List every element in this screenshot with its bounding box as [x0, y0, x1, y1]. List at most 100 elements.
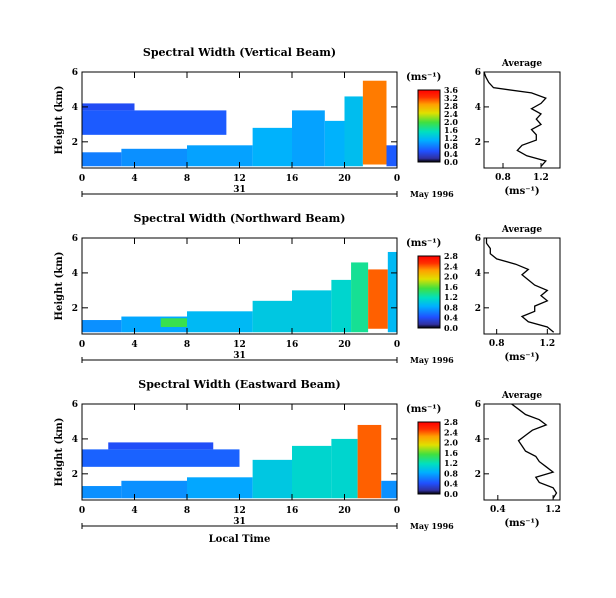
colorbar [417, 421, 441, 495]
x-tick-label: 0 [79, 174, 85, 184]
y-axis-label: Height (km) [54, 86, 65, 155]
panel-title: Spectral Width (Eastward Beam) [138, 378, 340, 391]
x-tick-label: 20 [338, 506, 351, 516]
y-tick-label: 2 [72, 470, 78, 480]
x-tick-label: 4 [131, 174, 137, 184]
colorbar-tick-label: 2.8 [444, 417, 458, 427]
y-tick-label: 4 [72, 435, 78, 445]
average-frame [483, 237, 561, 335]
average-frame [483, 71, 561, 169]
heatmap-cells [82, 424, 397, 499]
average-y-tick-label: 6 [475, 68, 481, 78]
colorbar-tick-label: 3.6 [444, 85, 458, 95]
x-tick-label: 0 [79, 340, 85, 350]
heatmap-cell [344, 96, 363, 167]
average-x-tick-label: 0.8 [495, 173, 511, 183]
average-profile-line [485, 238, 555, 333]
y-tick-label: 4 [72, 103, 78, 113]
heatmap-cell [187, 311, 253, 333]
average-x-tick-label: 1.2 [539, 339, 555, 349]
colorbar-tick-label: 0.0 [444, 323, 458, 333]
average-y-tick-label: 2 [475, 138, 481, 148]
average-profile-line [483, 71, 547, 167]
heatmap-cell [82, 486, 122, 499]
date-day: 31 [233, 517, 246, 527]
average-y-tick-label: 6 [475, 234, 481, 244]
colorbar-tick-label: 1.6 [444, 125, 458, 135]
heatmap-cells [82, 80, 397, 167]
heatmap-cell [252, 127, 292, 167]
date-label: May 1996 [410, 521, 454, 531]
y-tick-label: 2 [72, 304, 78, 314]
heatmap-cell [351, 262, 369, 333]
date-label: May 1996 [410, 189, 454, 199]
heatmap-cell [82, 103, 135, 111]
y-axis-label: Height (km) [54, 418, 65, 487]
average-y-tick-label: 2 [475, 470, 481, 480]
y-tick-label: 6 [72, 68, 78, 78]
colorbar-tick-label: 2.0 [444, 438, 458, 448]
colorbar-tick-label: 0.8 [444, 141, 458, 151]
heatmap-cell [362, 80, 387, 165]
colorbar-tick-label: 1.2 [444, 292, 458, 302]
colorbar-tick-label: 3.2 [444, 93, 458, 103]
colorbar-tick-label: 0.4 [444, 149, 458, 159]
colorbar-tick-label: 2.0 [444, 117, 458, 127]
panel-title: Spectral Width (Vertical Beam) [143, 46, 336, 59]
x-tick-label: 8 [184, 174, 190, 184]
colorbar-tick-label: 1.6 [444, 282, 458, 292]
colorbar-unit: (ms⁻¹) [406, 238, 441, 249]
heatmap-cell [82, 110, 227, 135]
heatmap-cell [331, 279, 352, 333]
x-tick-label: 12 [233, 340, 246, 350]
x-tick-label: 0 [79, 506, 85, 516]
heatmap-cell [82, 320, 122, 333]
colorbar-tick-label: 1.6 [444, 448, 458, 458]
average-y-tick-label: 4 [475, 103, 481, 113]
x-tick-label: 4 [131, 506, 137, 516]
x-tick-label: 20 [338, 340, 351, 350]
date-day: 31 [233, 351, 246, 361]
x-tick-label: 20 [338, 174, 351, 184]
x-axis-label: Local Time [209, 534, 271, 545]
average-y-tick-label: 2 [475, 304, 481, 314]
heatmap-cell [121, 480, 187, 499]
heatmap-cell [108, 442, 214, 450]
average-x-unit: (ms⁻¹) [504, 186, 539, 197]
colorbar-tick-label: 0.8 [444, 468, 458, 478]
panel-title: Spectral Width (Northward Beam) [134, 212, 346, 225]
y-axis-label: Height (km) [54, 252, 65, 321]
average-y-tick-label: 6 [475, 400, 481, 410]
x-tick-label: 16 [286, 174, 299, 184]
heatmap-cell [387, 251, 397, 333]
heatmap-cell [324, 120, 345, 167]
colorbar-tick-label: 2.8 [444, 101, 458, 111]
average-y-tick-label: 4 [475, 435, 481, 445]
colorbar [417, 89, 441, 163]
date-label: May 1996 [410, 355, 454, 365]
colorbar-unit: (ms⁻¹) [406, 404, 441, 415]
colorbar [417, 255, 441, 329]
heatmap-cell [252, 459, 292, 499]
heatmap-cell [252, 300, 292, 333]
x-tick-label: 0 [394, 506, 400, 516]
heatmap-cell [187, 477, 253, 499]
heatmap-cell [292, 110, 325, 167]
average-y-tick-label: 4 [475, 269, 481, 279]
colorbar-tick-label: 0.4 [444, 313, 458, 323]
y-tick-label: 6 [72, 400, 78, 410]
average-profile-line [511, 403, 558, 499]
x-tick-label: 12 [233, 174, 246, 184]
average-x-unit: (ms⁻¹) [504, 518, 539, 529]
panel-2: Spectral Width (Northward Beam) Height (k… [54, 212, 561, 365]
heatmap-cell [292, 445, 332, 499]
date-day: 31 [233, 185, 246, 195]
x-tick-label: 8 [184, 506, 190, 516]
colorbar-tick-label: 0.4 [444, 479, 458, 489]
x-tick-label: 0 [394, 174, 400, 184]
y-tick-label: 2 [72, 138, 78, 148]
x-tick-label: 16 [286, 340, 299, 350]
average-title: Average [501, 59, 542, 69]
average-x-tick-label: 0.4 [490, 505, 506, 515]
